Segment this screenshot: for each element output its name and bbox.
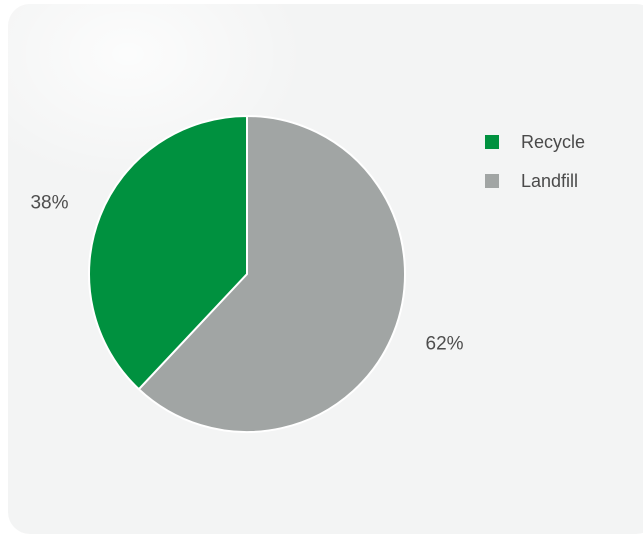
data-label-recycle: 38%	[30, 192, 68, 213]
pie-chart: 62% 38%	[30, 114, 464, 433]
legend-label-recycle: Recycle	[521, 131, 586, 152]
legend-label-landfill: Landfill	[521, 170, 579, 191]
pie-slices	[88, 114, 406, 433]
legend-item-recycle[interactable]: Recycle	[485, 130, 585, 154]
pie-slice-recycle[interactable]	[88, 114, 248, 391]
chart-legend: Recycle Landfill	[485, 130, 585, 208]
legend-swatch-landfill	[485, 174, 499, 188]
legend-item-landfill[interactable]: Landfill	[485, 169, 585, 193]
pie-data-labels: 62% 38%	[30, 192, 463, 354]
pie-slice-landfill[interactable]	[137, 114, 406, 433]
data-label-landfill: 62%	[426, 334, 464, 355]
legend-swatch-recycle	[485, 135, 499, 149]
